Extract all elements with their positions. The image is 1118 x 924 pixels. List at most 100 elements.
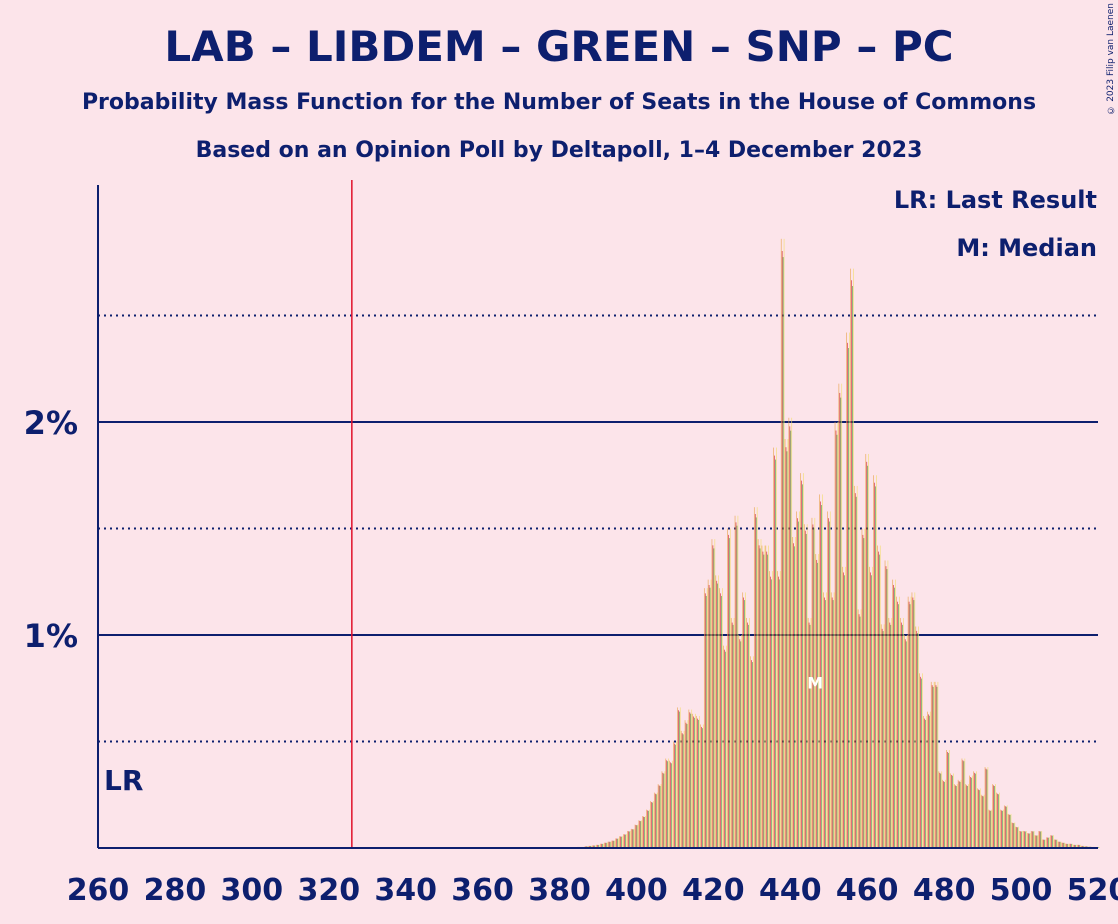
bar-476-0	[927, 711, 928, 848]
bar-437-0	[777, 571, 778, 848]
bar-442-1	[797, 518, 798, 848]
bar-466-0	[888, 617, 890, 848]
bar-515-3	[1079, 844, 1081, 848]
bar-427-1	[739, 639, 741, 848]
bar-389-1	[593, 845, 594, 848]
bar-416-3	[699, 715, 700, 848]
bar-424-3	[729, 528, 731, 848]
bar-471-2	[909, 604, 911, 848]
bar-487-0	[969, 775, 970, 848]
bar-410-1	[674, 743, 675, 848]
chart-source: Based on an Opinion Poll by Deltapoll, 1…	[195, 138, 923, 163]
bar-416-0	[696, 715, 697, 848]
bar-494-3	[999, 792, 1000, 848]
bar-420-1	[712, 545, 714, 848]
bar-450-3	[829, 511, 831, 848]
bar-418-0	[703, 588, 705, 848]
bar-482-2	[952, 775, 953, 848]
bar-457-1	[854, 493, 856, 848]
bar-444-0	[803, 524, 805, 848]
bar-481-3	[949, 750, 950, 848]
bar-391-0	[600, 843, 601, 848]
bar-468-3	[899, 596, 900, 848]
bar-520-3	[1099, 847, 1100, 848]
bar-461-2	[871, 575, 872, 848]
bar-460-0	[865, 453, 867, 848]
bar-471-0	[907, 596, 909, 848]
bar-390-1	[597, 844, 598, 848]
bar-446-2	[813, 527, 815, 848]
bar-503-3	[1033, 830, 1035, 848]
bar-505-0	[1038, 830, 1040, 848]
bar-423-1	[724, 649, 725, 848]
bar-470-3	[906, 635, 908, 848]
x-tick-label: 520	[1067, 873, 1118, 908]
bar-414-3	[691, 709, 693, 848]
bar-423-0	[723, 645, 724, 848]
bar-406-1	[658, 785, 660, 848]
bar-483-0	[953, 784, 955, 848]
bar-498-1	[1012, 822, 1014, 848]
bar-457-2	[855, 496, 857, 848]
bar-412-2	[682, 734, 684, 848]
bar-420-2	[713, 548, 715, 848]
bar-474-1	[920, 676, 921, 848]
bar-463-2	[878, 554, 880, 848]
bar-488-3	[976, 771, 977, 848]
bar-398-0	[627, 830, 628, 848]
bar-460-2	[867, 465, 869, 848]
bar-479-1	[939, 772, 941, 848]
bar-467-0	[892, 579, 894, 848]
bar-394-0	[611, 840, 613, 848]
lr-label: LR	[104, 764, 143, 797]
bar-473-3	[918, 626, 919, 848]
bar-408-2	[667, 761, 669, 848]
bar-512-2	[1067, 843, 1069, 848]
bar-488-1	[974, 772, 975, 848]
chart-subtitle: Probability Mass Function for the Number…	[81, 90, 1037, 115]
bar-406-0	[657, 784, 659, 848]
bar-446-1	[812, 524, 814, 848]
bar-424-1	[728, 534, 729, 848]
bar-412-0	[680, 730, 682, 848]
bar-414-0	[688, 709, 690, 848]
bar-451-2	[832, 600, 834, 848]
bar-415-3	[695, 713, 696, 848]
x-tick-label: 420	[682, 873, 745, 908]
bar-450-2	[828, 521, 830, 848]
bar-476-3	[929, 711, 931, 848]
bar-390-0	[596, 844, 597, 848]
bar-459-0	[861, 528, 863, 848]
x-tick-label: 340	[374, 873, 437, 908]
bar-484-3	[960, 779, 962, 848]
bar-416-2	[698, 719, 699, 848]
bar-442-0	[796, 511, 797, 848]
bar-401-0	[638, 820, 640, 848]
bar-427-0	[738, 635, 740, 848]
bar-426-0	[734, 515, 736, 848]
bar-485-3	[964, 758, 966, 848]
bar-462-1	[874, 482, 875, 848]
bar-428-0	[742, 592, 744, 848]
bar-507-0	[1046, 837, 1047, 848]
bar-411-3	[679, 707, 681, 848]
bar-441-1	[793, 543, 794, 848]
bar-473-1	[916, 630, 918, 848]
bar-508-3	[1053, 835, 1054, 848]
bar-396-3	[622, 836, 623, 848]
bar-430-2	[752, 662, 753, 848]
bar-441-0	[792, 537, 794, 848]
bar-433-2	[763, 554, 765, 848]
bar-473-2	[917, 633, 919, 848]
bar-481-0	[946, 750, 947, 848]
bar-390-2	[598, 844, 599, 848]
bar-466-1	[889, 622, 891, 848]
x-tick-label: 300	[221, 873, 284, 908]
bar-403-2	[648, 810, 649, 848]
bar-433-0	[761, 545, 763, 848]
bar-404-2	[652, 802, 653, 848]
bar-469-3	[903, 617, 904, 848]
bar-451-3	[833, 592, 835, 848]
bar-414-2	[690, 713, 692, 848]
